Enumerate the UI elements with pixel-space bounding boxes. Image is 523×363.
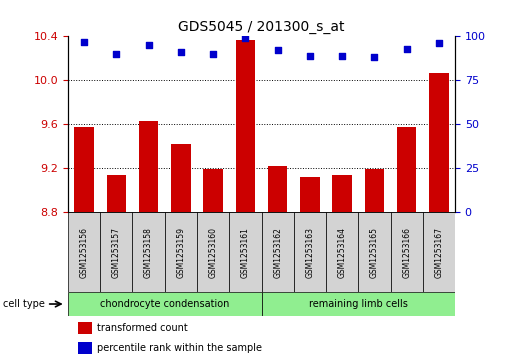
Bar xyxy=(78,342,92,354)
Bar xyxy=(294,212,326,292)
Bar xyxy=(132,212,165,292)
Bar xyxy=(107,175,126,212)
Point xyxy=(370,54,379,60)
Point xyxy=(403,46,411,52)
Text: chondrocyte condensation: chondrocyte condensation xyxy=(100,299,230,309)
Bar xyxy=(397,127,416,212)
Bar xyxy=(300,177,320,212)
Point xyxy=(177,49,185,55)
Point xyxy=(144,42,153,48)
Text: GSM1253165: GSM1253165 xyxy=(370,227,379,278)
Bar xyxy=(236,40,255,212)
Bar xyxy=(78,322,92,334)
Bar xyxy=(197,212,229,292)
Text: GSM1253162: GSM1253162 xyxy=(273,227,282,278)
Bar xyxy=(326,212,358,292)
Bar xyxy=(391,212,423,292)
Point xyxy=(80,39,88,45)
Text: GSM1253164: GSM1253164 xyxy=(338,227,347,278)
Text: GSM1253156: GSM1253156 xyxy=(79,227,88,278)
Bar xyxy=(74,127,94,212)
Bar xyxy=(68,292,262,316)
Point xyxy=(435,40,443,46)
Bar xyxy=(171,144,190,212)
Bar xyxy=(100,212,132,292)
Text: GSM1253158: GSM1253158 xyxy=(144,227,153,278)
Text: percentile rank within the sample: percentile rank within the sample xyxy=(97,343,262,353)
Bar xyxy=(365,170,384,212)
Text: GSM1253167: GSM1253167 xyxy=(435,227,444,278)
Bar xyxy=(429,73,449,212)
Point xyxy=(305,53,314,58)
Bar xyxy=(333,175,352,212)
Point xyxy=(209,51,218,57)
Text: GSM1253163: GSM1253163 xyxy=(305,227,314,278)
Bar xyxy=(203,170,223,212)
Text: transformed count: transformed count xyxy=(97,323,188,333)
Bar xyxy=(358,212,391,292)
Text: cell type: cell type xyxy=(3,299,44,309)
Text: GSM1253157: GSM1253157 xyxy=(112,227,121,278)
Bar xyxy=(423,212,455,292)
Text: GSM1253161: GSM1253161 xyxy=(241,227,250,278)
Point xyxy=(274,48,282,53)
Text: remaining limb cells: remaining limb cells xyxy=(309,299,408,309)
Bar xyxy=(229,212,262,292)
Title: GDS5045 / 201300_s_at: GDS5045 / 201300_s_at xyxy=(178,20,345,34)
Point xyxy=(338,53,346,58)
Text: GSM1253166: GSM1253166 xyxy=(402,227,411,278)
Text: GSM1253160: GSM1253160 xyxy=(209,227,218,278)
Bar xyxy=(268,166,287,212)
Point xyxy=(241,35,249,41)
Bar xyxy=(68,212,100,292)
Bar xyxy=(262,212,294,292)
Text: GSM1253159: GSM1253159 xyxy=(176,227,185,278)
Point xyxy=(112,51,120,57)
Bar xyxy=(139,121,158,212)
Bar xyxy=(262,292,455,316)
Bar xyxy=(165,212,197,292)
